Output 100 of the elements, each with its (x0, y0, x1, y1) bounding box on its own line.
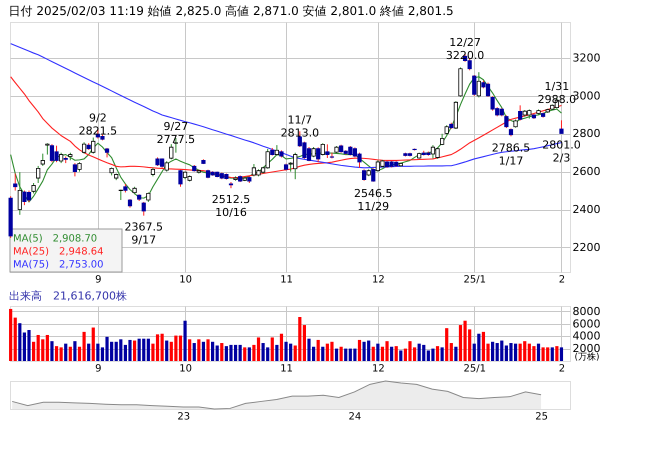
bar (376, 344, 380, 361)
text: MA(5) 2,908.70 (13, 234, 98, 244)
bar (280, 334, 284, 361)
bar (27, 330, 31, 361)
candlestick (142, 201, 146, 216)
y-tick-label: 2600 (572, 165, 600, 178)
chart-title: 出来高 21,616,700株 (9, 289, 128, 302)
candlestick (274, 144, 279, 156)
bar (82, 332, 86, 361)
bar (73, 341, 77, 361)
bar (550, 347, 554, 361)
x-tick-label: 9 (95, 274, 102, 286)
bar (229, 344, 233, 361)
candlestick (72, 162, 78, 177)
candlestick (316, 146, 320, 163)
bar (340, 346, 343, 361)
text: MA(25) 2,948.64 (13, 246, 104, 258)
bar (68, 346, 72, 361)
chart-title: 日付 2025/02/03 11:19 始値 2,825.0 高値 2,871.0 安値 2,801.0 終値 2,801.5 (8, 4, 454, 18)
bar (132, 340, 136, 361)
candlestick (311, 146, 316, 158)
bar (92, 328, 95, 361)
candlestick (54, 145, 59, 163)
x-tick-label: 2 (558, 364, 566, 374)
candlestick (91, 137, 96, 154)
candlestick (430, 144, 436, 159)
candlestick (486, 82, 490, 98)
x-tick-label: 9 (95, 364, 102, 374)
annotation: 2801.0 2/3 (542, 138, 581, 165)
candlestick (472, 74, 476, 96)
bar (514, 344, 518, 361)
bar (50, 341, 54, 361)
x-tick-label: 10 (179, 274, 192, 286)
bar (64, 344, 68, 361)
x-tick-label: 11 (280, 274, 293, 286)
candlestick (118, 189, 123, 201)
candlestick (50, 144, 54, 163)
bar (105, 336, 109, 361)
annotation: 2786.5 1/17 (492, 141, 530, 168)
bar (275, 344, 278, 361)
candlestick (435, 147, 440, 160)
bar (270, 337, 274, 361)
candlestick (357, 152, 362, 168)
x-tick-label: 10 (179, 364, 192, 374)
bar (243, 347, 246, 361)
y-tick-label: 6000 (572, 317, 600, 330)
annotation: 12/27 3220.0 (446, 36, 484, 62)
bar (482, 332, 486, 361)
y-tick-label: 2400 (572, 203, 600, 216)
bar (509, 343, 513, 361)
candlestick (22, 190, 27, 206)
bar (555, 346, 558, 361)
x-tick-label: 25 (535, 412, 548, 422)
bar (220, 343, 224, 361)
candlestick (82, 142, 86, 154)
bar (408, 341, 412, 361)
bar (307, 338, 311, 361)
candlestick (13, 173, 18, 192)
annotation: 9/2 2821.5 (78, 112, 118, 138)
annotation: 2512.5 10/16 (212, 193, 250, 220)
bar (454, 346, 458, 361)
bar (394, 346, 398, 361)
bar (284, 342, 288, 361)
candlestick (59, 152, 64, 164)
x-tick-label: 12 (372, 274, 385, 286)
annotation: 9/27 2777.5 (156, 120, 196, 146)
x-tick-label: 12 (372, 364, 385, 374)
annotation: 2546.5 11/29 (354, 186, 393, 213)
bar (248, 347, 251, 361)
candlestick (362, 168, 366, 182)
bar (128, 340, 132, 361)
bar (334, 348, 338, 361)
bar (192, 343, 196, 361)
y-tick-label: 3200 (572, 51, 600, 64)
candlestick (36, 165, 40, 184)
candlestick (559, 120, 564, 134)
bar (399, 350, 402, 361)
bar (256, 337, 260, 361)
candlestick (518, 104, 522, 121)
y-tick-label: 2800 (572, 127, 600, 140)
bar (440, 347, 444, 361)
y-tick-label: 8000 (572, 304, 600, 318)
x-tick-label: 23 (177, 412, 190, 422)
annotation: 11/7 2813.0 (280, 113, 320, 140)
bar (316, 340, 320, 361)
bar (87, 344, 90, 361)
bar (536, 344, 540, 361)
bar (178, 336, 182, 361)
x-tick-label: 25/1 (464, 274, 486, 286)
x-tick-label: 24 (348, 412, 362, 422)
x-tick-label: 25/1 (464, 364, 486, 374)
bar (183, 320, 187, 361)
bar (156, 334, 160, 361)
bar (206, 339, 210, 361)
candlestick (252, 164, 256, 177)
candlestick (504, 114, 508, 129)
bar (390, 346, 394, 361)
bar (188, 339, 192, 361)
bar (358, 340, 362, 361)
candlestick (320, 142, 325, 156)
